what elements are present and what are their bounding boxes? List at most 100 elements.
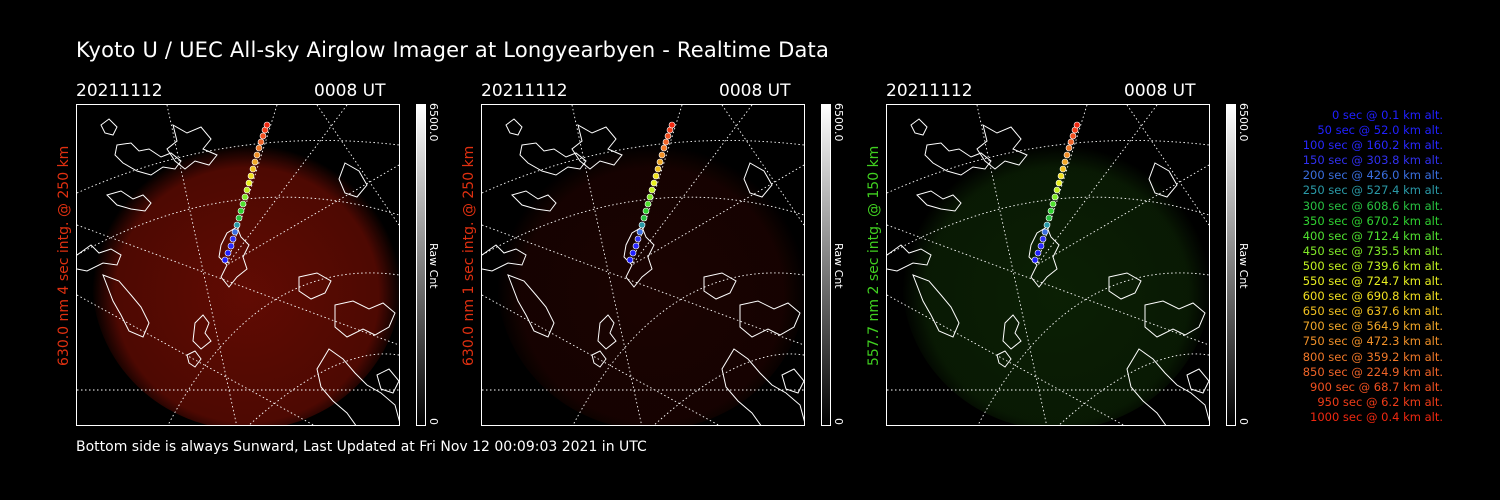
legend-entry: 150 sec @ 303.8 km alt. <box>1302 153 1443 168</box>
trajectory-point <box>664 132 672 140</box>
page-title: Kyoto U / UEC All-sky Airglow Imager at … <box>76 38 830 62</box>
trajectory-point <box>263 121 271 129</box>
trajectory-point <box>1045 214 1053 222</box>
legend-entry: 900 sec @ 68.7 km alt. <box>1310 379 1443 394</box>
trajectory-point <box>243 186 251 194</box>
legend-entry: 800 sec @ 359.2 km alt. <box>1302 349 1443 364</box>
coastline <box>316 348 399 425</box>
trajectory-point <box>652 172 660 180</box>
legend-entry: 850 sec @ 224.9 km alt. <box>1302 364 1443 379</box>
trajectory-point <box>1059 165 1067 173</box>
trajectory-point <box>640 214 648 222</box>
trajectory-point <box>662 138 670 146</box>
trajectory-point <box>1061 158 1069 166</box>
coastline <box>505 118 523 136</box>
graticule-line <box>1126 105 1209 226</box>
coastline <box>1144 300 1206 338</box>
trajectory-point <box>229 235 237 243</box>
graticule-line <box>631 105 753 266</box>
legend-entry: 500 sec @ 739.6 km alt. <box>1302 258 1443 273</box>
trajectory-point <box>668 121 676 129</box>
panel-1-colorbar-min: 0 <box>427 418 440 425</box>
graticule-line <box>226 105 348 266</box>
airglow-image <box>902 130 1209 425</box>
coastline <box>1186 368 1209 394</box>
coastline <box>996 350 1012 368</box>
graticule-line <box>482 294 720 425</box>
coastline <box>334 300 396 338</box>
coastline <box>721 348 804 425</box>
coastline <box>102 274 150 338</box>
legend-entry: 1000 sec @ 0.4 km alt. <box>1310 409 1443 424</box>
trajectory-point <box>634 235 642 243</box>
trajectory-point <box>1047 207 1055 215</box>
legend-entry: 50 sec @ 52.0 km alt. <box>1317 123 1443 138</box>
legend-entry: 0 sec @ 0.1 km alt. <box>1331 108 1443 122</box>
graticule-line <box>77 140 399 194</box>
airglow-image <box>497 130 804 425</box>
graticule-line <box>721 105 804 226</box>
trajectory-point <box>1041 228 1049 236</box>
coastline <box>106 190 152 212</box>
coastline <box>591 350 607 368</box>
legend-entry: 400 sec @ 712.4 km alt. <box>1302 228 1443 243</box>
trajectory-point <box>233 221 241 229</box>
legend-entry: 550 sec @ 724.7 km alt. <box>1302 274 1443 289</box>
trajectory-point <box>227 242 235 250</box>
trajectory-point <box>629 249 637 257</box>
coastline <box>166 123 218 170</box>
coastline <box>1126 348 1209 425</box>
trajectory-point <box>632 242 640 250</box>
coastline <box>924 142 992 176</box>
panel-3-colorbar <box>1226 104 1236 426</box>
graticule-line <box>77 224 399 346</box>
trajectory-point <box>1057 172 1065 180</box>
trajectory-point <box>1073 121 1081 129</box>
coastline <box>916 190 962 212</box>
coastline <box>912 274 960 338</box>
trajectory-point <box>648 186 656 194</box>
airglow-image <box>92 130 399 425</box>
panel-2-colorbar-max: 6500.0 <box>832 103 845 142</box>
legend-entry: 100 sec @ 160.2 km alt. <box>1302 138 1443 153</box>
trajectory-point <box>646 193 654 201</box>
panel-1-colorbar-max: 6500.0 <box>427 103 440 142</box>
trajectory-point <box>654 165 662 173</box>
coastline <box>1148 162 1178 198</box>
coastline <box>781 368 804 394</box>
legend-entry: 450 sec @ 735.5 km alt. <box>1302 243 1443 258</box>
trajectory-point <box>257 138 265 146</box>
trajectory-point <box>638 221 646 229</box>
trajectory-point <box>239 200 247 208</box>
panel-2-colorbar-min: 0 <box>832 418 845 425</box>
graticule-line <box>1036 164 1209 266</box>
panel-3-date: 20211112 <box>886 81 973 101</box>
graticule-line <box>887 224 1209 346</box>
graticule-line <box>571 105 643 425</box>
trajectory-point <box>247 172 255 180</box>
trajectory-point <box>249 165 257 173</box>
coastline <box>192 314 212 350</box>
panel-1-map <box>76 104 400 426</box>
map-canvas <box>482 105 804 425</box>
trajectory-point <box>235 214 243 222</box>
panel-2-time: 0008 UT <box>719 81 791 101</box>
coastline <box>338 162 368 198</box>
trajectory-point <box>1049 200 1057 208</box>
panel-1-ylabel: 630.0 nm 4 sec intg. @ 250 km <box>56 145 72 366</box>
graticule-line <box>166 105 238 425</box>
trajectory-point <box>1037 242 1045 250</box>
trajectory-point <box>1053 186 1061 194</box>
legend-entry: 200 sec @ 426.0 km alt. <box>1302 168 1443 183</box>
panel-2-colorbar <box>821 104 831 426</box>
panel-3-ylabel: 557.7 nm 2 sec intg. @ 150 km <box>866 145 882 366</box>
coastline <box>507 274 555 338</box>
legend-entry: 250 sec @ 527.4 km alt. <box>1302 183 1443 198</box>
coastline <box>887 244 932 272</box>
trajectory-point <box>245 179 253 187</box>
panel-1-time: 0008 UT <box>314 81 386 101</box>
trajectory-point <box>221 256 229 264</box>
legend-entry: 300 sec @ 608.6 km alt. <box>1302 198 1443 213</box>
panel-3-map <box>886 104 1210 426</box>
coastline <box>1002 314 1022 350</box>
